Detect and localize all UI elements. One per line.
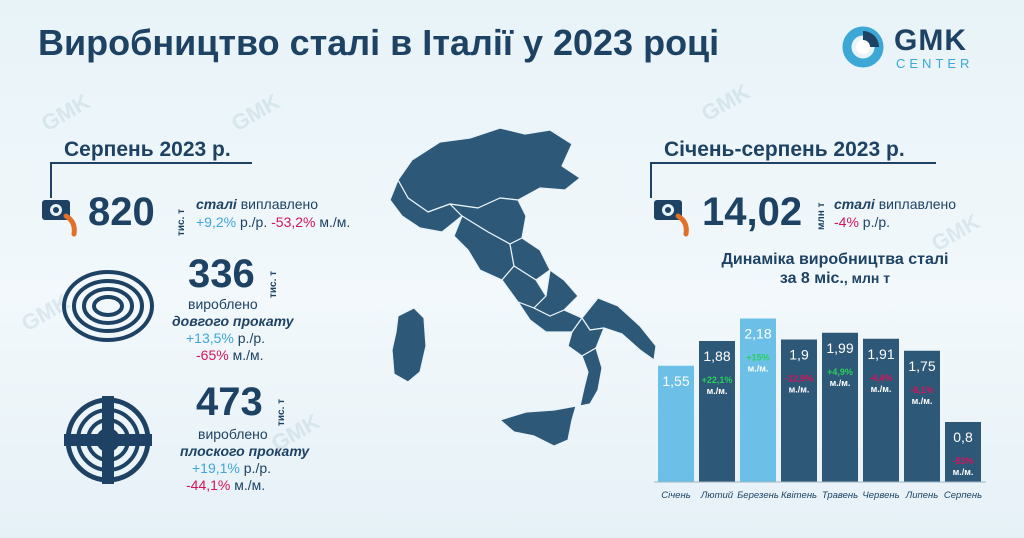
watermark: GMK xyxy=(696,78,754,127)
steel-aug-unit: тис. т xyxy=(176,208,187,236)
category-label: Травень xyxy=(822,490,858,501)
chart-title: Динаміка виробництва сталі за 8 міс., мл… xyxy=(700,250,970,288)
bar-change-label: -4,4% xyxy=(869,373,893,383)
ladle-icon xyxy=(654,200,689,237)
category-label: Березень xyxy=(737,490,779,501)
bar-change-unit: м./м. xyxy=(748,364,769,374)
steel-ytd-change: -4% р./р. xyxy=(834,214,891,230)
bar-value-label: 1,55 xyxy=(662,373,689,389)
category-label: Серпень xyxy=(944,490,982,501)
bar-change-label: -12,9% xyxy=(785,374,814,384)
long-yoy: +13,5% р./р. xyxy=(186,330,266,346)
bar-change-label: +15% xyxy=(746,353,769,363)
bar-change-label: -8,1% xyxy=(910,385,934,395)
section-underline xyxy=(50,162,252,164)
section-title-jan-aug: Січень-серпень 2023 р. xyxy=(664,138,905,161)
category-label: Червень xyxy=(862,490,899,501)
bar-change-label: -53% xyxy=(952,456,973,466)
chart-subtitle: за 8 міс., млн т xyxy=(779,270,891,287)
bar xyxy=(658,365,694,482)
bar xyxy=(863,338,899,482)
section-connector xyxy=(50,162,52,198)
chart-title-main: Динаміка виробництва сталі xyxy=(721,251,949,268)
long-label: вироблено xyxy=(188,296,258,312)
bar-value-label: 0,8 xyxy=(953,429,973,445)
steel-aug-changes: +9,2% р./р. -53,2% м./м. xyxy=(196,214,351,230)
steel-ytd-unit: млн т xyxy=(816,202,827,230)
flat-roll-icon xyxy=(64,396,152,484)
steel-aug-label: сталі виплавлено xyxy=(196,196,319,212)
category-label: Липень xyxy=(905,490,939,501)
bar-change-label: +22,1% xyxy=(702,375,733,385)
bar xyxy=(945,422,981,482)
bar xyxy=(699,341,735,482)
long-mom: -65% м./м. xyxy=(196,347,264,363)
bar xyxy=(781,339,817,482)
bar-change-unit: м./м. xyxy=(707,386,728,396)
flat-yoy: +19,1% р./р. xyxy=(192,460,272,476)
coil-icon xyxy=(62,270,154,342)
section-connector xyxy=(650,162,652,198)
steel-ytd-value: 14,02 xyxy=(702,190,803,234)
flat-label: вироблено xyxy=(198,426,268,442)
flat-unit: тис. т xyxy=(276,398,287,426)
long-value: 336 xyxy=(188,252,255,296)
bar-change-unit: м./м. xyxy=(871,384,892,394)
flat-label-type: плоского прокату xyxy=(180,443,310,459)
bar-value-label: 1,9 xyxy=(789,347,809,363)
category-label: Лютий xyxy=(700,490,734,501)
bar-value-label: 1,75 xyxy=(908,358,935,374)
bar-value-label: 1,88 xyxy=(703,348,730,364)
bar-change-unit: м./м. xyxy=(953,467,974,477)
logo-ring-icon xyxy=(842,26,884,68)
bar xyxy=(904,350,940,482)
bar-value-label: 2,18 xyxy=(744,326,771,342)
bar-change-unit: м./м. xyxy=(789,385,810,395)
section-underline xyxy=(650,162,936,164)
logo-subtitle: CENTER xyxy=(896,56,974,71)
category-label: Січень xyxy=(661,490,690,501)
production-bar-chart: 1,55Січень1,88+22,1%м./м.Лютий2,18+15%м.… xyxy=(654,318,986,501)
watermark: GMK xyxy=(36,88,94,137)
long-label-type: довгого прокату xyxy=(172,313,294,329)
section-title-august: Серпень 2023 р. xyxy=(64,138,231,161)
bar-value-label: 1,99 xyxy=(826,340,853,356)
flat-mom: -44,1% м./м. xyxy=(186,477,266,493)
logo-name: GMK xyxy=(894,24,967,57)
bar-change-unit: м./м. xyxy=(912,396,933,406)
steel-aug-value: 820 xyxy=(88,190,155,234)
steel-ytd-label: сталі виплавлено xyxy=(834,196,957,212)
long-unit: тис. т xyxy=(268,270,279,298)
gmk-logo: GMK CENTER xyxy=(842,24,992,72)
bar-change-label: +4,9% xyxy=(827,367,853,377)
flat-value: 473 xyxy=(196,380,263,424)
page-title: Виробництво сталі в Італії у 2023 році xyxy=(38,22,720,63)
category-label: Квітень xyxy=(781,490,817,501)
bar-change-unit: м./м. xyxy=(830,378,851,388)
bar xyxy=(740,318,776,482)
bar xyxy=(822,332,858,482)
watermark: GMK xyxy=(226,88,284,137)
italy-map xyxy=(389,127,657,447)
bar-value-label: 1,91 xyxy=(867,346,894,362)
ladle-icon xyxy=(42,200,77,237)
